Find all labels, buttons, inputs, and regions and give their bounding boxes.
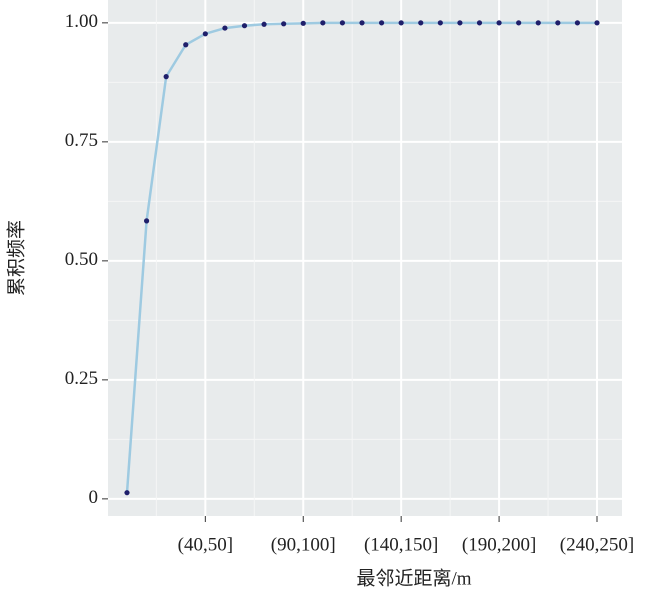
x-tick-label: (40,50] xyxy=(178,534,233,555)
x-axis-label: 最邻近距离/m xyxy=(356,567,471,589)
point xyxy=(163,74,169,80)
point xyxy=(418,20,424,26)
point xyxy=(222,25,228,31)
point xyxy=(516,20,522,26)
point xyxy=(378,20,385,26)
x-tick-label: (90,100] xyxy=(271,534,336,555)
x-tick-label: (190,200] xyxy=(462,534,536,555)
point xyxy=(339,20,346,26)
x-tick-label: (140,150] xyxy=(364,534,438,555)
point xyxy=(320,20,326,26)
y-axis-label: 累积频率 xyxy=(5,220,27,296)
point xyxy=(124,490,130,496)
point xyxy=(555,20,561,26)
point xyxy=(574,20,581,26)
point xyxy=(183,42,189,48)
point xyxy=(594,20,600,26)
point xyxy=(202,31,208,37)
point xyxy=(143,218,150,224)
point xyxy=(241,23,248,29)
y-tick-label: 1.00 xyxy=(65,11,98,32)
y-tick-label: 0 xyxy=(89,487,99,508)
y-tick-label: 0.25 xyxy=(65,368,98,389)
point xyxy=(359,20,365,26)
point xyxy=(457,20,463,26)
point xyxy=(281,21,287,27)
y-tick-label: 0.50 xyxy=(65,249,98,270)
point xyxy=(476,20,483,26)
point xyxy=(261,21,267,27)
point xyxy=(496,20,502,26)
y-tick-label: 0.75 xyxy=(65,130,98,151)
x-tick-label: (240,250] xyxy=(560,534,634,555)
plot-panel xyxy=(108,0,622,516)
point xyxy=(300,20,306,26)
point xyxy=(398,20,404,26)
point xyxy=(535,20,541,26)
point xyxy=(437,20,443,26)
